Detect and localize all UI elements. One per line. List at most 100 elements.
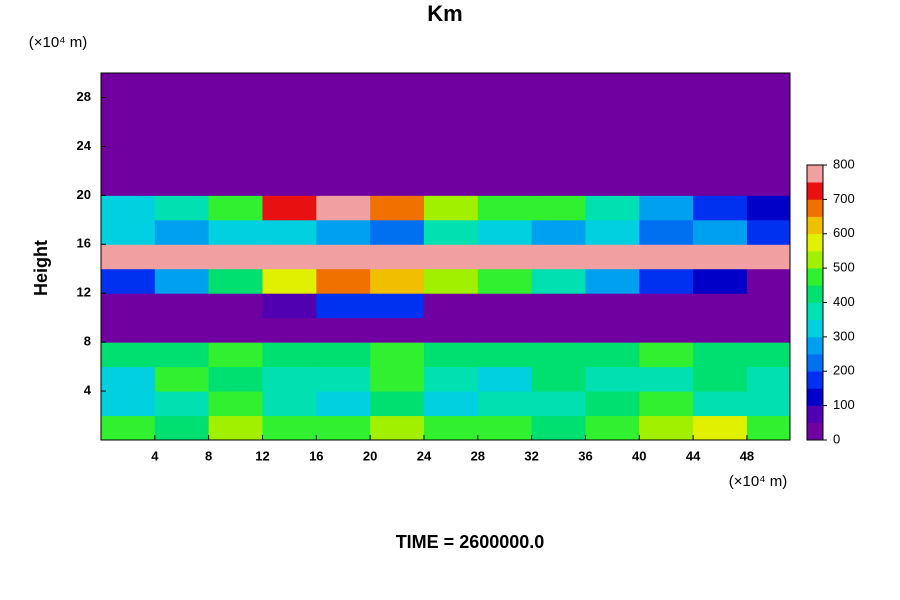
cell: [746, 415, 791, 441]
x-tick-label: 40: [632, 448, 646, 463]
cell: [477, 97, 533, 123]
cell: [370, 195, 425, 221]
cell: [639, 317, 694, 343]
cell: [262, 244, 317, 270]
cell: [208, 195, 263, 221]
cell: [154, 244, 210, 270]
cell: [370, 146, 425, 172]
cell: [101, 293, 156, 319]
cell: [262, 146, 317, 172]
x-tick-label: 36: [578, 448, 592, 463]
cell: [746, 170, 791, 196]
cell: [208, 219, 263, 245]
cell: [639, 97, 694, 123]
cell: [262, 391, 317, 417]
cell: [746, 219, 791, 245]
colorbar-band: [807, 388, 823, 406]
cell: [154, 121, 210, 147]
cell: [370, 391, 425, 417]
cell: [423, 268, 479, 294]
cell: [370, 73, 425, 98]
cell: [585, 170, 640, 196]
cell: [154, 73, 210, 98]
cell: [693, 146, 748, 172]
cell: [639, 121, 694, 147]
cell: [746, 391, 791, 417]
cell: [531, 195, 586, 221]
cell: [423, 97, 479, 123]
y-tick-label: 8: [84, 334, 91, 349]
colorbar-band: [807, 216, 823, 235]
cell: [423, 366, 479, 392]
cell: [639, 268, 694, 294]
cell: [154, 195, 210, 221]
cell: [531, 293, 586, 319]
cell: [154, 170, 210, 196]
x-tick-label: 20: [363, 448, 377, 463]
cell: [585, 268, 640, 294]
cell: [316, 170, 371, 196]
cell: [746, 342, 791, 368]
colorbar-tick-label: 800: [833, 156, 855, 171]
cell: [423, 342, 479, 368]
cell: [208, 366, 263, 392]
cell: [208, 391, 263, 417]
cell: [101, 146, 156, 172]
cell: [693, 121, 748, 147]
cell: [423, 219, 479, 245]
cell: [531, 415, 586, 441]
x-unit: (×10⁴ m): [729, 473, 788, 490]
plot-frame: [100, 72, 791, 441]
cell: [639, 342, 694, 368]
cell: [477, 391, 533, 417]
cell: [101, 97, 156, 123]
cell: [693, 244, 748, 270]
cell: [101, 268, 156, 294]
cell: [477, 195, 533, 221]
cell: [316, 73, 371, 98]
cell: [585, 317, 640, 343]
cell: [262, 121, 317, 147]
cell: [316, 219, 371, 245]
cell: [531, 219, 586, 245]
y-tick-label: 24: [77, 138, 92, 153]
cell: [101, 195, 156, 221]
colorbar-band: [807, 405, 823, 424]
cell: [639, 366, 694, 392]
x-tick-label: 24: [417, 448, 432, 463]
colorbar-band: [807, 371, 823, 389]
cell: [101, 366, 156, 392]
cell: [208, 121, 263, 147]
cell: [531, 170, 586, 196]
x-tick-label: 12: [255, 448, 269, 463]
cell: [370, 268, 425, 294]
y-tick-label: 12: [77, 285, 91, 300]
cell: [101, 170, 156, 196]
cell: [746, 244, 791, 270]
cell: [262, 170, 317, 196]
cell: [477, 146, 533, 172]
y-tick-label: 16: [77, 236, 91, 251]
cell: [531, 342, 586, 368]
cell: [154, 97, 210, 123]
cell: [370, 366, 425, 392]
cell: [693, 366, 748, 392]
cell: [262, 268, 317, 294]
cell: [693, 391, 748, 417]
cell: [370, 317, 425, 343]
cell: [477, 317, 533, 343]
cell: [370, 342, 425, 368]
cell: [585, 146, 640, 172]
colorbar-tick-label: 100: [833, 397, 855, 412]
cell: [477, 219, 533, 245]
cell: [639, 195, 694, 221]
cell: [262, 73, 317, 98]
cell: [746, 97, 791, 123]
cell: [316, 342, 371, 368]
cell: [639, 219, 694, 245]
cell: [101, 317, 156, 343]
colorbar-tick-label: 200: [833, 363, 855, 378]
cell: [154, 415, 210, 441]
cell: [370, 170, 425, 196]
colorbar-tick-label: 600: [833, 225, 855, 240]
